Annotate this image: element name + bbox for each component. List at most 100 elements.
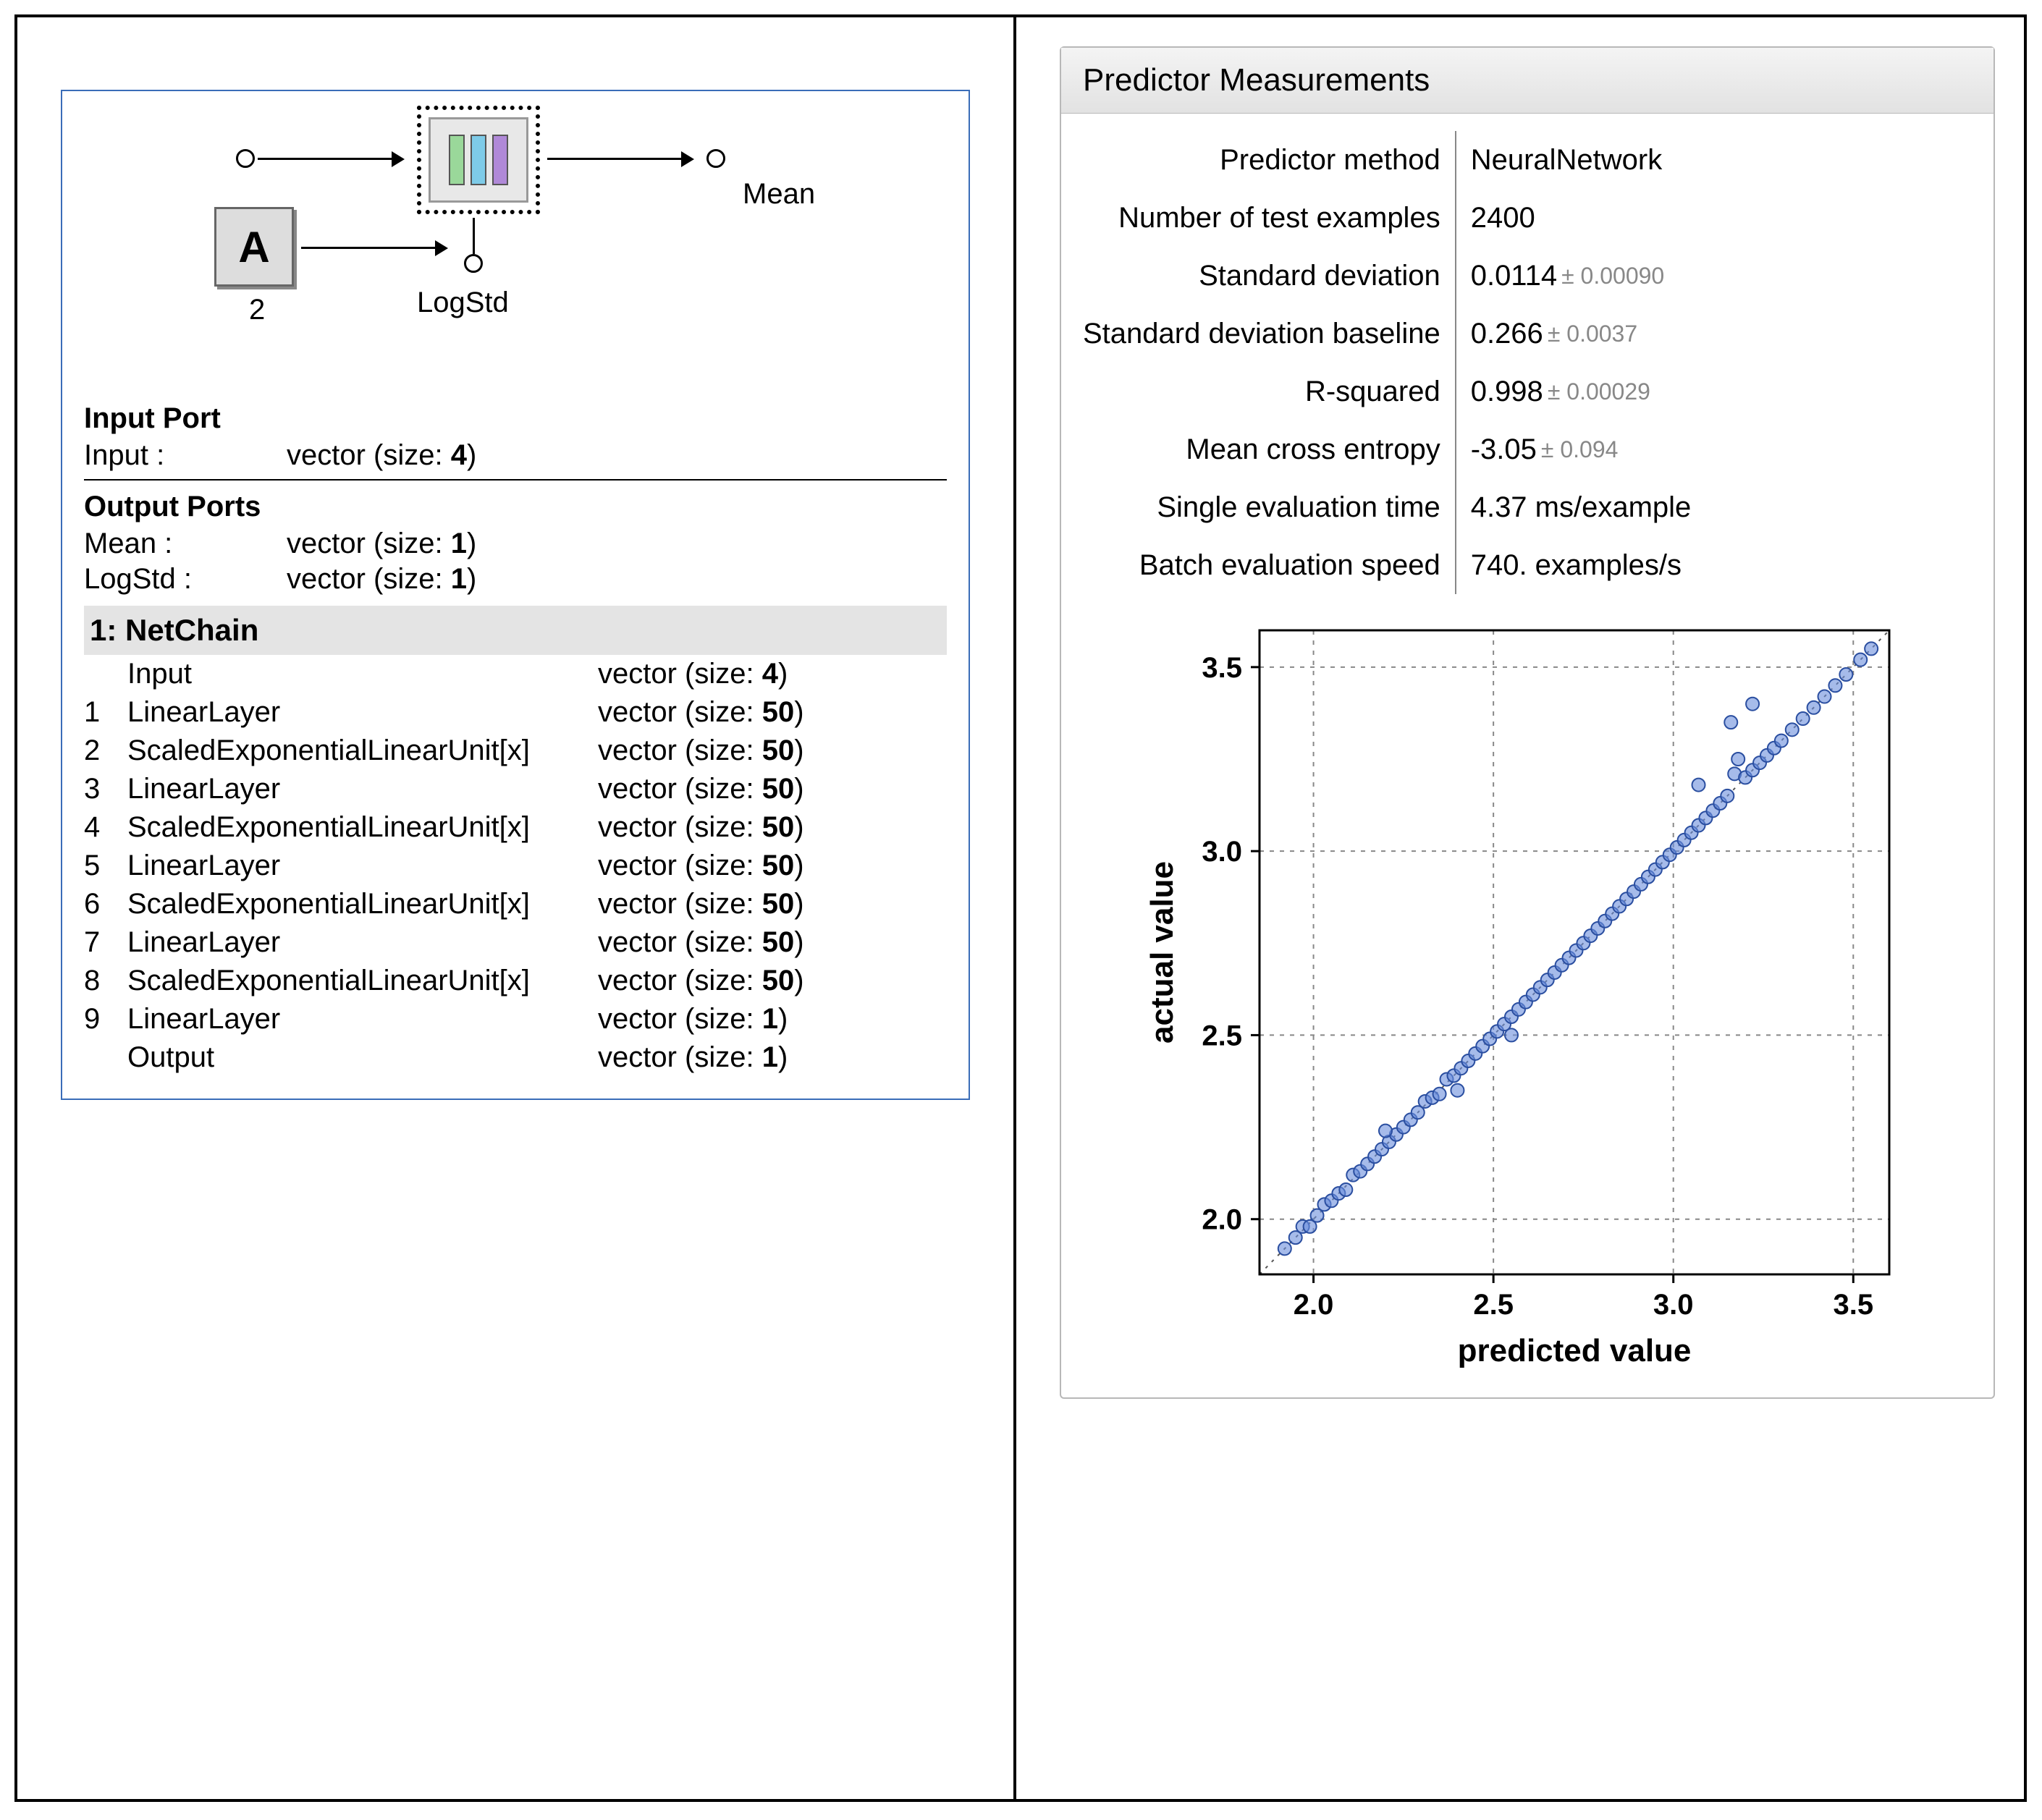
mean-output-node-icon xyxy=(706,149,725,168)
layer-shape: vector (size: 50) xyxy=(598,773,804,805)
layer-row: 7 LinearLayer vector (size: 50) xyxy=(84,923,947,962)
measurement-value: 0.0114± 0.00090 xyxy=(1471,247,1692,305)
scatter-chart-wrap: 2.0 2.5 3.0 3.5 2.0 2.5 3.0 3.5 predicted value a… xyxy=(1083,609,1972,1376)
layer-index: 2 xyxy=(84,735,127,767)
layer-index: 6 xyxy=(84,888,127,920)
left-panel: Mean A 2 LogStd Input Port Input : vecto… xyxy=(17,17,1016,1799)
arrow-input-to-chain xyxy=(258,158,402,160)
measurement-value: 2400 xyxy=(1471,189,1692,247)
layer-index: 9 xyxy=(84,1003,127,1036)
layer-shape: vector (size: 50) xyxy=(598,926,804,959)
svg-text:actual value: actual value xyxy=(1144,861,1180,1044)
array-node-label: A xyxy=(238,222,269,272)
layer-name: ScaledExponentialLinearUnit[x] xyxy=(127,965,598,997)
layer-row: 5 LinearLayer vector (size: 50) xyxy=(84,847,947,885)
output-port-row: Mean : vector (size: 1) xyxy=(84,528,947,560)
layer-index: 4 xyxy=(84,811,127,844)
measurement-key: Predictor method xyxy=(1220,131,1440,189)
netchain-layers: Input vector (size: 4)1 LinearLayer vect… xyxy=(84,655,947,1077)
layer-bar-icon xyxy=(449,135,465,185)
measurement-key: Number of test examples xyxy=(1118,189,1440,247)
divider xyxy=(84,479,947,481)
svg-text:2.0: 2.0 xyxy=(1202,1204,1242,1236)
output-port-row: LogStd : vector (size: 1) xyxy=(84,563,947,596)
right-panel: Predictor Measurements Predictor methodN… xyxy=(1016,17,2024,1799)
measurement-key: Standard deviation baseline xyxy=(1083,305,1440,363)
layer-index: 3 xyxy=(84,773,127,805)
measurement-value: 740. examples/s xyxy=(1471,536,1692,594)
layer-name: LinearLayer xyxy=(127,850,598,882)
layer-shape: vector (size: 50) xyxy=(598,888,804,920)
layer-row: 2 ScaledExponentialLinearUnit[x] vector … xyxy=(84,732,947,770)
outer-frame: Mean A 2 LogStd Input Port Input : vecto… xyxy=(14,14,2027,1802)
layer-shape: vector (size: 50) xyxy=(598,735,804,767)
measurement-value: NeuralNetwork xyxy=(1471,131,1692,189)
svg-text:2.0: 2.0 xyxy=(1294,1289,1334,1321)
svg-text:3.5: 3.5 xyxy=(1202,652,1242,684)
svg-text:2.5: 2.5 xyxy=(1202,1020,1242,1051)
layer-name: Output xyxy=(127,1041,598,1074)
measurement-key: Batch evaluation speed xyxy=(1139,536,1440,594)
layer-row: 1 LinearLayer vector (size: 50) xyxy=(84,693,947,732)
layer-name: ScaledExponentialLinearUnit[x] xyxy=(127,811,598,844)
input-port-heading: Input Port xyxy=(84,402,947,435)
measurement-key: R-squared xyxy=(1305,363,1440,420)
predictor-measurements-box: Predictor Measurements Predictor methodN… xyxy=(1060,46,1995,1399)
logstd-output-node-icon xyxy=(464,254,483,273)
layer-row: 3 LinearLayer vector (size: 50) xyxy=(84,770,947,808)
measurement-value: -3.05± 0.094 xyxy=(1471,420,1692,478)
input-port-value: vector (size: 4) xyxy=(287,439,476,472)
netchain-header[interactable]: 1: NetChain xyxy=(84,606,947,655)
input-port-label: Input : xyxy=(84,439,287,472)
layer-shape: vector (size: 1) xyxy=(598,1003,788,1036)
layer-index xyxy=(84,1041,127,1074)
layer-row: 4 ScaledExponentialLinearUnit[x] vector … xyxy=(84,808,947,847)
network-diagram: Mean A 2 LogStd xyxy=(84,113,947,388)
layer-row: Output vector (size: 1) xyxy=(84,1038,947,1077)
layer-index: 8 xyxy=(84,965,127,997)
layer-name: LinearLayer xyxy=(127,773,598,805)
array-node-icon[interactable]: A xyxy=(214,207,294,287)
svg-text:3.5: 3.5 xyxy=(1833,1289,1873,1321)
layer-index xyxy=(84,658,127,690)
output-ports-heading: Output Ports xyxy=(84,491,947,523)
measurement-key: Mean cross entropy xyxy=(1186,420,1440,478)
predictor-measurements-title: Predictor Measurements xyxy=(1061,48,1994,114)
layer-name: LinearLayer xyxy=(127,1003,598,1036)
layer-shape: vector (size: 50) xyxy=(598,850,804,882)
svg-text:3.0: 3.0 xyxy=(1202,836,1242,868)
network-summary-box: Mean A 2 LogStd Input Port Input : vecto… xyxy=(61,90,970,1100)
layer-shape: vector (size: 1) xyxy=(598,1041,788,1074)
layer-index: 7 xyxy=(84,926,127,959)
mean-output-label: Mean xyxy=(743,178,815,211)
measurement-key: Standard deviation xyxy=(1199,247,1440,305)
netchain-node-icon[interactable] xyxy=(417,106,540,214)
layer-name: ScaledExponentialLinearUnit[x] xyxy=(127,735,598,767)
layer-row: 9 LinearLayer vector (size: 1) xyxy=(84,1000,947,1038)
measurements-table: Predictor methodNumber of test examplesS… xyxy=(1083,131,1972,594)
output-port-value: vector (size: 1) xyxy=(287,528,476,560)
layer-bar-icon xyxy=(492,135,508,185)
measurement-key: Single evaluation time xyxy=(1157,478,1440,536)
layer-row: Input vector (size: 4) xyxy=(84,655,947,693)
output-port-label: Mean : xyxy=(84,528,287,560)
arrow-a-to-logstd xyxy=(301,247,446,249)
layer-name: ScaledExponentialLinearUnit[x] xyxy=(127,888,598,920)
layer-row: 6 ScaledExponentialLinearUnit[x] vector … xyxy=(84,885,947,923)
input-node-icon xyxy=(236,149,255,168)
array-node-sublabel: 2 xyxy=(249,294,265,326)
measurement-value: 4.37 ms/example xyxy=(1471,478,1692,536)
layer-name: Input xyxy=(127,658,598,690)
layer-shape: vector (size: 4) xyxy=(598,658,788,690)
layer-shape: vector (size: 50) xyxy=(598,811,804,844)
layer-shape: vector (size: 50) xyxy=(598,965,804,997)
actual-vs-predicted-scatter: 2.0 2.5 3.0 3.5 2.0 2.5 3.0 3.5 predicted value a… xyxy=(1144,609,1911,1376)
layer-index: 5 xyxy=(84,850,127,882)
svg-text:2.5: 2.5 xyxy=(1473,1289,1514,1321)
input-port-row: Input : vector (size: 4) xyxy=(84,439,947,472)
layer-shape: vector (size: 50) xyxy=(598,696,804,729)
svg-text:predicted value: predicted value xyxy=(1458,1333,1692,1368)
svg-text:3.0: 3.0 xyxy=(1653,1289,1694,1321)
layer-name: LinearLayer xyxy=(127,696,598,729)
output-port-label: LogStd : xyxy=(84,563,287,596)
